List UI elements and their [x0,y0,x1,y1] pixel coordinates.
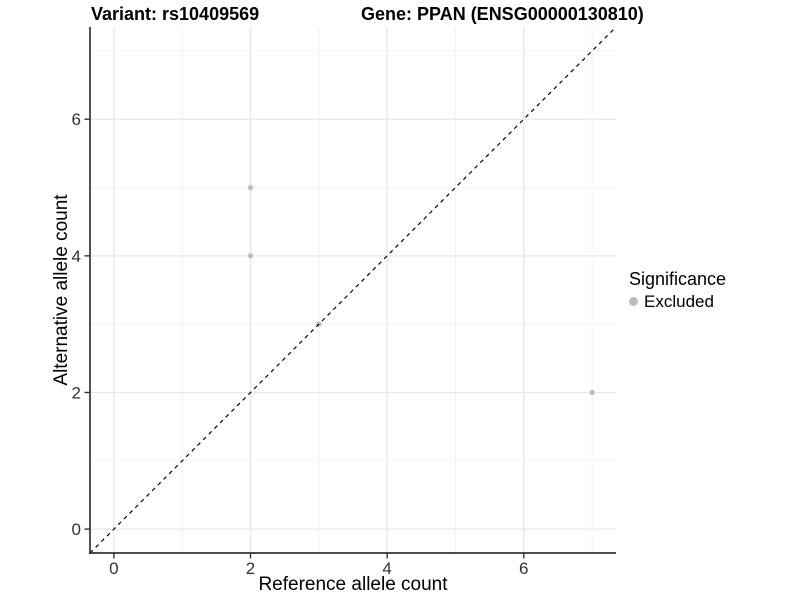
y-axis-tick-label: 6 [72,110,81,129]
data-point [247,184,254,191]
x-axis-title: Reference allele count [258,574,448,595]
y-axis-tick-label: 0 [72,520,81,539]
x-axis-tick-label: 6 [519,559,528,578]
plot-title-variant: Variant: rs10409569 [91,4,260,24]
legend-entry-label: Excluded [644,292,714,311]
x-axis-tick-label: 0 [109,559,118,578]
data-point [589,389,595,396]
x-axis-tick-label: 2 [246,559,255,578]
data-point [247,253,254,259]
legend-point-swatch [629,297,638,306]
y-axis-title: Alternative allele count [51,194,72,386]
legend-title: Significance [629,269,727,289]
legend-entry-excluded: Excluded [629,292,726,311]
identity-reference-line [89,26,617,554]
y-axis-tick-label: 4 [72,247,81,266]
x-axis-tick-label: 4 [382,559,391,578]
plot-title-gene: Gene: PPAN (ENSG00000130810) [361,4,644,24]
y-axis-tick-label: 2 [72,383,81,402]
legend: Significance Excluded [629,269,726,311]
